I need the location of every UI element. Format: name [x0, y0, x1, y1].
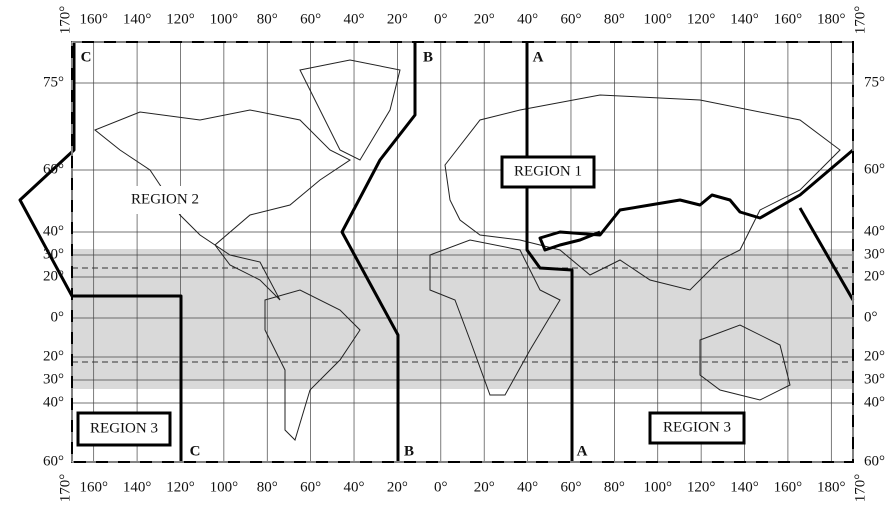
longitude-label: 140° — [123, 11, 152, 27]
longitude-label: 170° — [852, 474, 868, 503]
longitude-label: 40° — [517, 479, 538, 495]
latitude-label: 75° — [43, 74, 64, 90]
longitude-label: 60° — [560, 479, 581, 495]
greenland — [299, 59, 401, 161]
longitude-label: 170° — [852, 6, 868, 35]
latitude-label: 40° — [864, 394, 885, 410]
longitude-label: 60° — [300, 11, 321, 27]
longitude-label: 120° — [166, 11, 195, 27]
region-box — [500, 155, 596, 189]
region-box — [648, 411, 746, 445]
latitude-label: 30° — [43, 371, 64, 387]
latitude-label: 20° — [43, 268, 64, 284]
latitude-label: 30° — [43, 246, 64, 262]
longitude-label: 160° — [774, 11, 803, 27]
latitude-label: 40° — [43, 394, 64, 410]
longitude-label: 20° — [387, 479, 408, 495]
latitude-label: 20° — [43, 348, 64, 364]
eurasia — [444, 94, 841, 291]
latitude-label: 20° — [864, 268, 885, 284]
latitude-label: 60° — [864, 453, 885, 469]
coastlines — [94, 59, 841, 441]
boundary-pacific — [798, 207, 855, 301]
latitude-label: 60° — [43, 453, 64, 469]
longitude-label: 40° — [344, 11, 365, 27]
longitude-label: 120° — [687, 479, 716, 495]
longitude-label: 100° — [210, 479, 239, 495]
longitude-label: 80° — [257, 479, 278, 495]
latitude-label: 40° — [864, 223, 885, 239]
boundary-letter: A — [577, 443, 588, 459]
longitude-label: 80° — [604, 479, 625, 495]
longitude-label: 80° — [604, 11, 625, 27]
longitude-label: 140° — [123, 479, 152, 495]
longitude-label: 100° — [210, 11, 239, 27]
longitude-label: 0° — [434, 479, 448, 495]
boundary-b — [340, 42, 417, 462]
latitude-label: 0° — [51, 309, 65, 325]
longitude-label: 170° — [57, 474, 73, 503]
boundary-letter: C — [190, 443, 201, 459]
frame-dash — [71, 41, 854, 463]
boundary-letter: B — [423, 49, 433, 65]
longitude-label: 80° — [257, 11, 278, 27]
boundary-letter: B — [404, 443, 414, 459]
region-label: REGION 1 — [514, 163, 582, 179]
longitude-label: 120° — [687, 11, 716, 27]
latitude-label: 40° — [43, 223, 64, 239]
longitude-label: 140° — [730, 479, 759, 495]
latitude-label: 0° — [864, 309, 878, 325]
region-label: REGION 3 — [90, 420, 158, 436]
longitude-label: 20° — [474, 11, 495, 27]
africa — [429, 239, 561, 396]
latitude-label: 60° — [864, 161, 885, 177]
latitude-label: 30° — [864, 371, 885, 387]
latitude-label: 75° — [864, 74, 885, 90]
longitude-label: 140° — [730, 11, 759, 27]
region-box — [118, 186, 212, 214]
longitude-label: 100° — [644, 479, 673, 495]
longitude-label: 160° — [79, 11, 108, 27]
longitude-label: 180° — [817, 479, 846, 495]
australia — [699, 324, 791, 401]
south-america — [264, 289, 361, 441]
boundary-letter: A — [533, 49, 544, 65]
longitude-label: 170° — [57, 6, 73, 35]
longitude-label: 20° — [387, 11, 408, 27]
boundary-letter: C — [81, 49, 92, 65]
longitude-label: 40° — [344, 479, 365, 495]
longitude-label: 120° — [166, 479, 195, 495]
longitude-label: 40° — [517, 11, 538, 27]
longitude-label: 60° — [560, 11, 581, 27]
boundary-region1-region3 — [538, 148, 854, 252]
longitude-label: 100° — [644, 11, 673, 27]
longitude-label: 160° — [79, 479, 108, 495]
longitude-label: 0° — [434, 11, 448, 27]
longitude-label: 160° — [774, 479, 803, 495]
region-label: REGION 3 — [663, 419, 731, 435]
latitude-label: 60° — [43, 161, 64, 177]
longitude-label: 60° — [300, 479, 321, 495]
region-label: REGION 2 — [131, 191, 199, 207]
latitude-label: 20° — [864, 348, 885, 364]
latitude-label: 30° — [864, 246, 885, 262]
longitude-label: 20° — [474, 479, 495, 495]
region-box — [76, 411, 172, 447]
boundary-c — [18, 42, 183, 462]
longitude-label: 180° — [817, 11, 846, 27]
